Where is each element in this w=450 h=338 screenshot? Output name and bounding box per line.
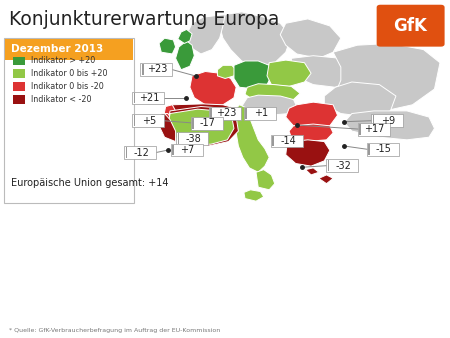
Text: +7: +7 (180, 145, 195, 155)
Bar (373, 115, 374, 126)
Text: Dezember 2013: Dezember 2013 (11, 44, 104, 54)
FancyBboxPatch shape (191, 117, 223, 130)
FancyBboxPatch shape (176, 132, 208, 145)
FancyBboxPatch shape (271, 135, 303, 147)
Polygon shape (163, 105, 176, 131)
Polygon shape (324, 82, 396, 117)
FancyBboxPatch shape (371, 114, 403, 127)
Polygon shape (291, 56, 355, 87)
Polygon shape (289, 124, 333, 142)
Bar (211, 108, 212, 119)
Text: * Quelle: GfK-Verbraucherbefragung im Auftrag der EU-Kommission: * Quelle: GfK-Verbraucherbefragung im Au… (9, 328, 220, 333)
Text: -38: -38 (185, 134, 201, 144)
Bar (13, 70, 25, 78)
Polygon shape (176, 41, 194, 70)
Polygon shape (242, 95, 297, 115)
FancyBboxPatch shape (132, 92, 164, 104)
Text: GfK: GfK (393, 17, 428, 35)
Text: +1: +1 (254, 108, 268, 118)
FancyBboxPatch shape (367, 143, 399, 156)
Bar (134, 115, 135, 126)
Polygon shape (256, 170, 275, 190)
Bar (193, 118, 194, 129)
Text: Europäische Union gesamt: +14: Europäische Union gesamt: +14 (11, 177, 169, 188)
Polygon shape (178, 29, 192, 44)
Text: +17: +17 (364, 124, 385, 134)
Bar (13, 57, 25, 65)
FancyBboxPatch shape (171, 144, 202, 156)
FancyBboxPatch shape (358, 123, 390, 136)
FancyBboxPatch shape (4, 39, 133, 60)
Polygon shape (286, 102, 333, 128)
Bar (142, 64, 144, 75)
Polygon shape (286, 140, 330, 166)
FancyBboxPatch shape (244, 107, 276, 120)
FancyBboxPatch shape (209, 107, 241, 120)
Polygon shape (344, 111, 435, 140)
Bar (126, 147, 127, 158)
Polygon shape (160, 114, 173, 140)
Polygon shape (234, 61, 271, 89)
Polygon shape (187, 15, 225, 54)
FancyBboxPatch shape (140, 63, 172, 76)
Polygon shape (220, 12, 291, 67)
Polygon shape (244, 190, 264, 201)
Bar (359, 124, 361, 135)
Bar (273, 136, 274, 146)
Bar (328, 160, 329, 171)
Text: Indikator > +20: Indikator > +20 (31, 56, 95, 65)
Text: Indikator 0 bis +20: Indikator 0 bis +20 (31, 69, 107, 78)
Polygon shape (190, 71, 236, 105)
Text: +23: +23 (216, 108, 236, 118)
Bar (13, 95, 25, 103)
FancyBboxPatch shape (326, 159, 358, 172)
Text: -32: -32 (335, 161, 351, 171)
Polygon shape (234, 105, 269, 172)
Text: -17: -17 (200, 118, 216, 128)
Polygon shape (333, 44, 440, 111)
Polygon shape (168, 106, 238, 146)
Bar (13, 82, 25, 91)
FancyBboxPatch shape (4, 38, 134, 203)
Polygon shape (306, 168, 319, 175)
Bar (246, 108, 248, 119)
Text: +5: +5 (142, 116, 156, 126)
Bar (172, 145, 174, 155)
FancyBboxPatch shape (124, 146, 156, 159)
Text: -14: -14 (280, 136, 296, 146)
FancyBboxPatch shape (377, 5, 445, 47)
Bar (368, 144, 370, 155)
Bar (134, 93, 135, 103)
Polygon shape (280, 19, 341, 58)
Polygon shape (267, 60, 311, 87)
Polygon shape (245, 84, 300, 101)
Polygon shape (319, 175, 333, 184)
Polygon shape (286, 102, 338, 128)
Polygon shape (170, 104, 238, 137)
Text: Konjunkturerwartung Europa: Konjunkturerwartung Europa (9, 10, 279, 29)
Text: +23: +23 (147, 64, 167, 74)
Text: -12: -12 (133, 148, 149, 158)
Text: -15: -15 (376, 144, 392, 154)
FancyBboxPatch shape (132, 114, 164, 127)
Text: Indikator 0 bis -20: Indikator 0 bis -20 (31, 82, 104, 91)
Polygon shape (159, 38, 176, 54)
Bar (177, 133, 179, 144)
Polygon shape (159, 114, 176, 142)
Text: +21: +21 (139, 93, 159, 103)
Text: +9: +9 (381, 116, 395, 126)
Polygon shape (168, 109, 234, 144)
Text: Indikator < -20: Indikator < -20 (31, 95, 91, 104)
Polygon shape (217, 65, 236, 78)
